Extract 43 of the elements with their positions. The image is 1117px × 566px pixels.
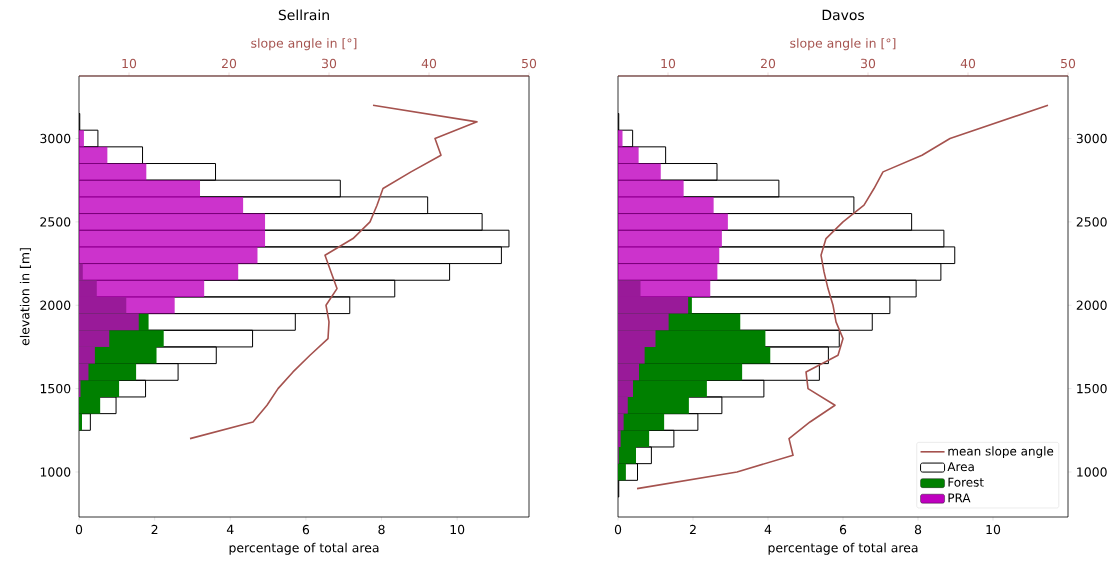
x-tick-label: 10 (450, 524, 465, 535)
y-tick-label: 3000 (40, 133, 71, 144)
y-tick-label: 2000 (1076, 300, 1107, 310)
x-tick-label: 0 (75, 524, 83, 535)
legend-label: Area (947, 462, 974, 472)
legend-label: Forest (948, 477, 984, 487)
x-tick-label: 2 (689, 524, 696, 535)
x-tick-label: 6 (839, 524, 847, 535)
x-tick-label: 6 (302, 524, 310, 535)
y-axis-title: elevation in [m] (19, 248, 31, 346)
x-tick-label: 0 (614, 524, 622, 535)
x2-axis-title: slope angle in [°] (251, 38, 357, 51)
x2-axis-title: slope angle in [°] (790, 38, 896, 51)
x2-tick-label: 20 (760, 58, 776, 69)
y-tick-label: 2000 (40, 300, 71, 310)
chart-title: Sellrain (278, 9, 329, 21)
x2-tick-label: 10 (122, 58, 137, 69)
x-tick-label: 4 (764, 524, 772, 534)
y-tick-label: 3000 (1076, 133, 1107, 144)
x-tick-label: 2 (151, 524, 158, 535)
x-tick-label: 10 (986, 524, 1001, 535)
x-tick-label: 8 (914, 524, 922, 535)
x-tick-label: 8 (378, 524, 385, 535)
x2-tick-label: 20 (221, 58, 237, 69)
y-tick-label: 2500 (1076, 217, 1107, 227)
x2-tick-label: 30 (861, 58, 876, 69)
legend-label: PRA (948, 493, 971, 503)
x2-tick-label: 50 (1061, 58, 1076, 69)
x2-tick-label: 30 (322, 58, 337, 69)
x-axis-title: percentage of total area (768, 542, 918, 555)
chart-title: Davos (822, 9, 865, 21)
y-tick-label: 1000 (40, 467, 71, 477)
legend-label: mean slope angle (948, 446, 1054, 458)
x-tick-label: 4 (226, 524, 234, 534)
x2-tick-label: 40 (421, 58, 437, 69)
y-tick-label: 1000 (1077, 467, 1107, 477)
x2-tick-label: 40 (960, 58, 976, 69)
y-tick-label: 2500 (40, 217, 71, 227)
y-tick-label: 1500 (1077, 383, 1107, 394)
x-axis-title: percentage of total area (229, 542, 379, 555)
x2-tick-label: 10 (661, 58, 676, 69)
y-tick-label: 1500 (40, 383, 71, 394)
x2-tick-label: 50 (522, 58, 537, 69)
